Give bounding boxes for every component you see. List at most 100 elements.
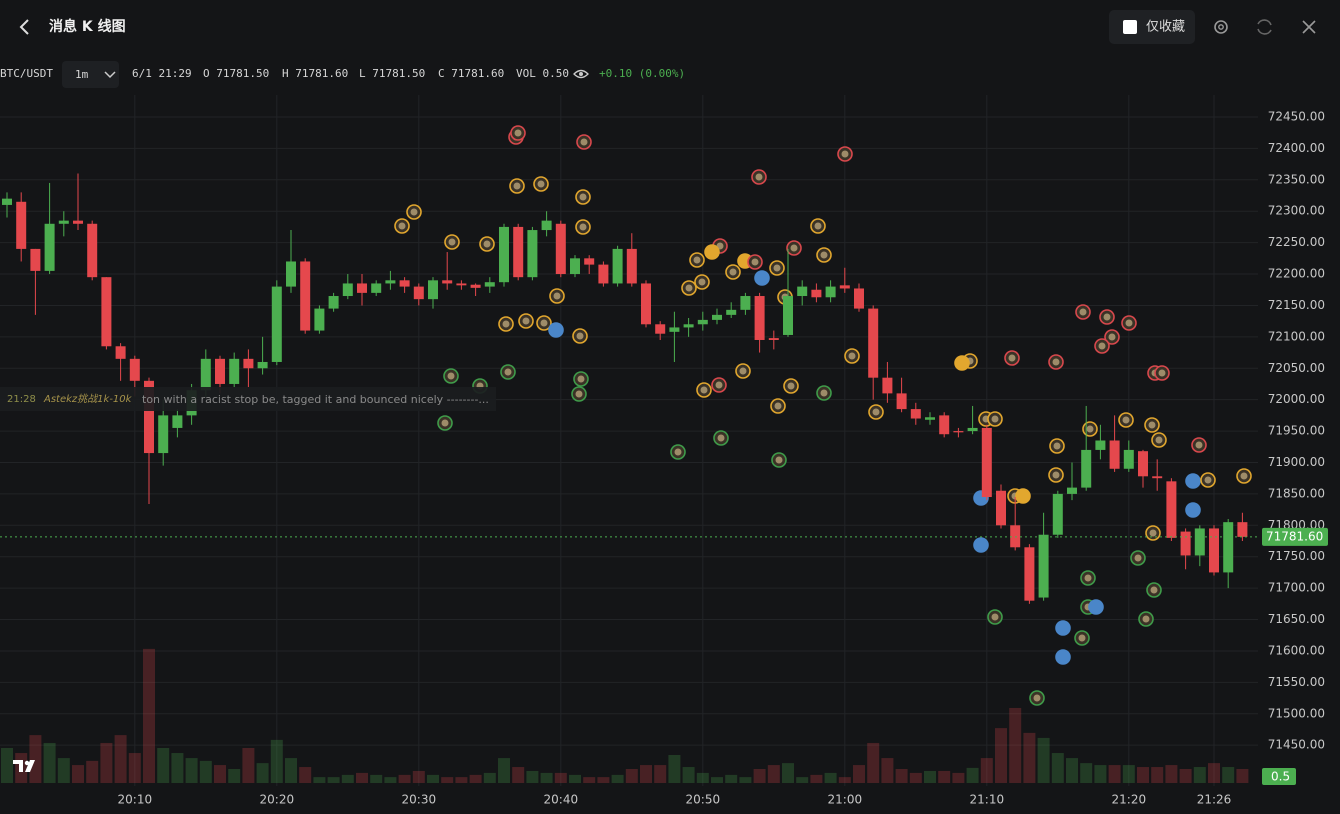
news-marker[interactable] — [1154, 365, 1170, 381]
news-marker[interactable] — [704, 244, 720, 260]
news-marker[interactable] — [681, 280, 697, 296]
news-marker[interactable] — [498, 316, 514, 332]
news-marker[interactable] — [1082, 421, 1098, 437]
y-tick-label: 72150.00 — [1268, 298, 1325, 312]
news-marker[interactable] — [1055, 649, 1071, 665]
news-marker[interactable] — [1094, 338, 1110, 354]
news-marker[interactable] — [437, 415, 453, 431]
news-marker[interactable] — [837, 146, 853, 162]
news-marker[interactable] — [1151, 432, 1167, 448]
news-marker[interactable] — [573, 371, 589, 387]
news-marker[interactable] — [548, 322, 564, 338]
volume-bar — [711, 777, 723, 783]
news-marker[interactable] — [1191, 437, 1207, 453]
news-marker[interactable] — [771, 452, 787, 468]
news-marker[interactable] — [1144, 417, 1160, 433]
news-marker[interactable] — [868, 404, 884, 420]
news-marker[interactable] — [696, 382, 712, 398]
news-marker[interactable] — [1200, 472, 1216, 488]
news-marker[interactable] — [549, 288, 565, 304]
news-marker[interactable] — [786, 240, 802, 256]
news-marker[interactable] — [1138, 611, 1154, 627]
news-marker[interactable] — [406, 204, 422, 220]
news-marker[interactable] — [725, 264, 741, 280]
settings-button[interactable] — [1214, 20, 1228, 34]
news-marker[interactable] — [987, 411, 1003, 427]
checkbox[interactable] — [1123, 20, 1137, 34]
eye-icon[interactable] — [573, 69, 589, 79]
news-marker[interactable] — [1185, 473, 1201, 489]
news-marker[interactable] — [575, 189, 591, 205]
news-marker[interactable] — [444, 234, 460, 250]
news-marker[interactable] — [751, 169, 767, 185]
news-marker[interactable] — [1080, 570, 1096, 586]
news-marker[interactable] — [783, 378, 799, 394]
refresh-button[interactable] — [1257, 19, 1272, 35]
news-marker[interactable] — [987, 609, 1003, 625]
news-marker[interactable] — [1145, 525, 1161, 541]
back-button[interactable] — [19, 19, 29, 35]
news-marker[interactable] — [479, 236, 495, 252]
close-button[interactable] — [1302, 20, 1316, 34]
news-marker[interactable] — [1075, 304, 1091, 320]
news-marker[interactable] — [713, 430, 729, 446]
news-marker[interactable] — [1015, 488, 1031, 504]
news-marker[interactable] — [518, 313, 534, 329]
news-marker[interactable] — [1048, 354, 1064, 370]
news-marker[interactable] — [1121, 315, 1137, 331]
news-marker[interactable] — [575, 219, 591, 235]
news-marker[interactable] — [816, 385, 832, 401]
marker-avatar — [576, 332, 584, 340]
news-marker[interactable] — [689, 252, 705, 268]
x-tick-label: 20:50 — [686, 793, 721, 807]
news-marker[interactable] — [670, 444, 686, 460]
news-marker[interactable] — [1029, 690, 1045, 706]
news-marker[interactable] — [510, 125, 526, 141]
news-marker[interactable] — [735, 363, 751, 379]
news-marker[interactable] — [1055, 620, 1071, 636]
x-tick-label: 21:00 — [828, 793, 863, 807]
news-marker[interactable] — [500, 364, 516, 380]
news-marker[interactable] — [769, 260, 785, 276]
marker-avatar — [1086, 425, 1094, 433]
y-tick-label: 71500.00 — [1268, 706, 1325, 720]
news-marker[interactable] — [754, 270, 770, 286]
news-marker[interactable] — [533, 176, 549, 192]
news-marker[interactable] — [394, 218, 410, 234]
marker-avatar — [1158, 369, 1166, 377]
marker-avatar — [580, 138, 588, 146]
news-marker[interactable] — [536, 315, 552, 331]
news-marker[interactable] — [1074, 630, 1090, 646]
news-marker[interactable] — [1130, 550, 1146, 566]
news-marker[interactable] — [1104, 329, 1120, 345]
news-marker[interactable] — [1146, 582, 1162, 598]
news-marker[interactable] — [816, 247, 832, 263]
news-marker[interactable] — [1099, 309, 1115, 325]
news-marker[interactable] — [572, 328, 588, 344]
news-marker[interactable] — [1004, 350, 1020, 366]
news-marker[interactable] — [1048, 467, 1064, 483]
news-marker[interactable] — [770, 398, 786, 414]
news-marker[interactable] — [844, 348, 860, 364]
news-marker[interactable] — [509, 178, 525, 194]
news-marker[interactable] — [1185, 502, 1201, 518]
news-marker[interactable] — [1049, 438, 1065, 454]
news-marker[interactable] — [810, 218, 826, 234]
interval-select[interactable] — [62, 61, 119, 88]
news-marker[interactable] — [1236, 468, 1252, 484]
news-marker[interactable] — [694, 274, 710, 290]
news-marker[interactable] — [954, 355, 970, 371]
favorites-toggle[interactable] — [1109, 10, 1195, 44]
news-marker[interactable] — [1118, 412, 1134, 428]
news-marker[interactable] — [711, 377, 727, 393]
news-marker[interactable] — [747, 254, 763, 270]
news-marker[interactable] — [571, 386, 587, 402]
candle-body — [1194, 528, 1205, 556]
candle-body — [967, 427, 978, 432]
news-marker[interactable] — [973, 537, 989, 553]
news-marker[interactable] — [1088, 599, 1104, 615]
volume-bar — [938, 770, 951, 783]
news-marker[interactable] — [443, 368, 459, 384]
news-marker[interactable] — [576, 134, 592, 150]
